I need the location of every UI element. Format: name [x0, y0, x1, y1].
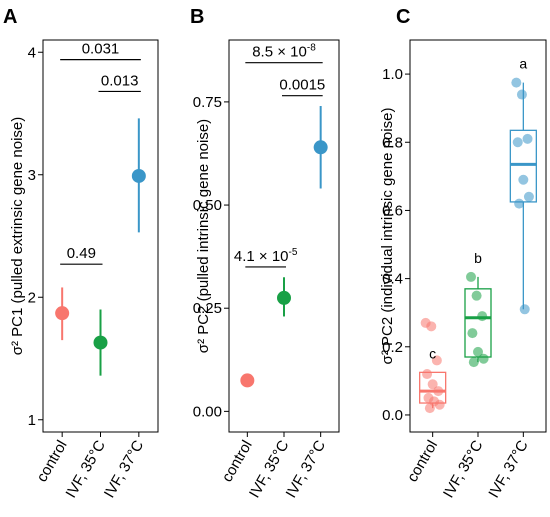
data-point — [519, 304, 530, 315]
y-tick-label: 0.50 — [193, 197, 222, 214]
y-tick-label: 1.0 — [382, 66, 403, 83]
data-point — [468, 357, 479, 368]
y-tick-label: 0.0 — [382, 407, 403, 424]
data-point — [478, 353, 489, 364]
data-point — [522, 133, 533, 144]
y-tick-label: 4 — [28, 44, 36, 61]
y-tick-label: 0.8 — [382, 134, 403, 151]
x-tick-label: IVF, 37°C — [485, 437, 532, 501]
data-point — [518, 174, 529, 185]
y-axis-label: σ² PC2 (individual intrinsic gene noise) — [379, 108, 396, 365]
x-tick-label: control — [404, 438, 441, 485]
y-tick-label: 2 — [28, 289, 36, 306]
significance-letter: a — [519, 56, 527, 72]
p-value-label: 4.1 × 10-5 — [234, 247, 298, 265]
data-point — [93, 335, 108, 350]
p-value-label: 0.013 — [101, 72, 139, 89]
data-point — [431, 355, 442, 366]
data-point — [523, 191, 534, 202]
data-point — [471, 290, 482, 301]
data-point — [477, 311, 488, 322]
p-value-label: 0.49 — [67, 245, 96, 262]
data-point — [514, 198, 525, 209]
data-point — [277, 290, 291, 305]
p-value-text: 8.5 × 10 — [252, 44, 307, 61]
y-tick-label: 0.6 — [382, 202, 403, 219]
p-value-text: 0.0015 — [279, 77, 325, 94]
p-value-label: 0.0015 — [279, 77, 325, 94]
data-point — [466, 271, 476, 282]
p-value-text: 0.49 — [67, 245, 96, 262]
y-tick-label: 0.00 — [193, 403, 222, 420]
data-point — [516, 89, 527, 100]
panel-letter: A — [3, 6, 17, 28]
y-tick-label: 3 — [28, 167, 36, 184]
data-point — [427, 379, 438, 390]
y-tick-label: 1 — [28, 412, 36, 429]
data-point — [426, 321, 437, 332]
data-point — [424, 403, 435, 414]
data-point — [473, 346, 483, 357]
y-axis-label: σ² PC2 (pulled intrinsic gene noise) — [195, 119, 212, 353]
panel-letter: C — [396, 6, 410, 28]
x-tick-label: IVF, 35°C — [440, 437, 487, 501]
panel-b: B 0.00 0.25 0.50 0.75 σ² PC2 (pulled intrinsi… — [190, 6, 340, 501]
data-point — [467, 328, 478, 339]
data-point — [240, 373, 255, 388]
p-value-label: 8.5 × 10-8 — [252, 43, 316, 61]
plot-frame — [228, 39, 340, 433]
significance-letter: c — [429, 345, 436, 361]
p-value-text: 0.031 — [82, 41, 120, 58]
panel-a: A 1 2 3 4 σ² PC1 (pulled extrinsic gene noise… — [3, 6, 159, 501]
y-tick-label: 0.2 — [382, 339, 403, 356]
y-tick-label: 0.25 — [193, 300, 222, 317]
data-point — [512, 137, 523, 148]
significance-letter: b — [474, 250, 482, 266]
data-point — [55, 306, 70, 321]
data-point — [433, 386, 444, 397]
x-tick-label: control — [219, 438, 256, 485]
data-point — [313, 140, 328, 155]
p-value-label: 0.031 — [82, 41, 120, 58]
y-axis-label: σ² PC1 (pulled extrinsic gene noise) — [9, 117, 26, 356]
y-tick-label: 0.4 — [382, 271, 403, 288]
data-point — [131, 168, 146, 183]
p-value-text: 4.1 × 10 — [234, 248, 289, 265]
panel-letter: B — [190, 6, 204, 28]
panel-c: C 0.0 0.2 0.4 0.6 0.8 1.0 σ² PC2 (individual in… — [379, 6, 547, 501]
p-value-exponent: -5 — [289, 247, 298, 258]
p-value-text: 0.013 — [101, 72, 139, 89]
data-point — [511, 77, 522, 88]
p-value-exponent: -8 — [307, 43, 316, 54]
box-body — [464, 288, 492, 358]
data-point — [434, 399, 445, 410]
y-tick-label: 0.75 — [193, 94, 222, 111]
x-tick-label: control — [33, 438, 70, 485]
data-point — [422, 369, 433, 380]
